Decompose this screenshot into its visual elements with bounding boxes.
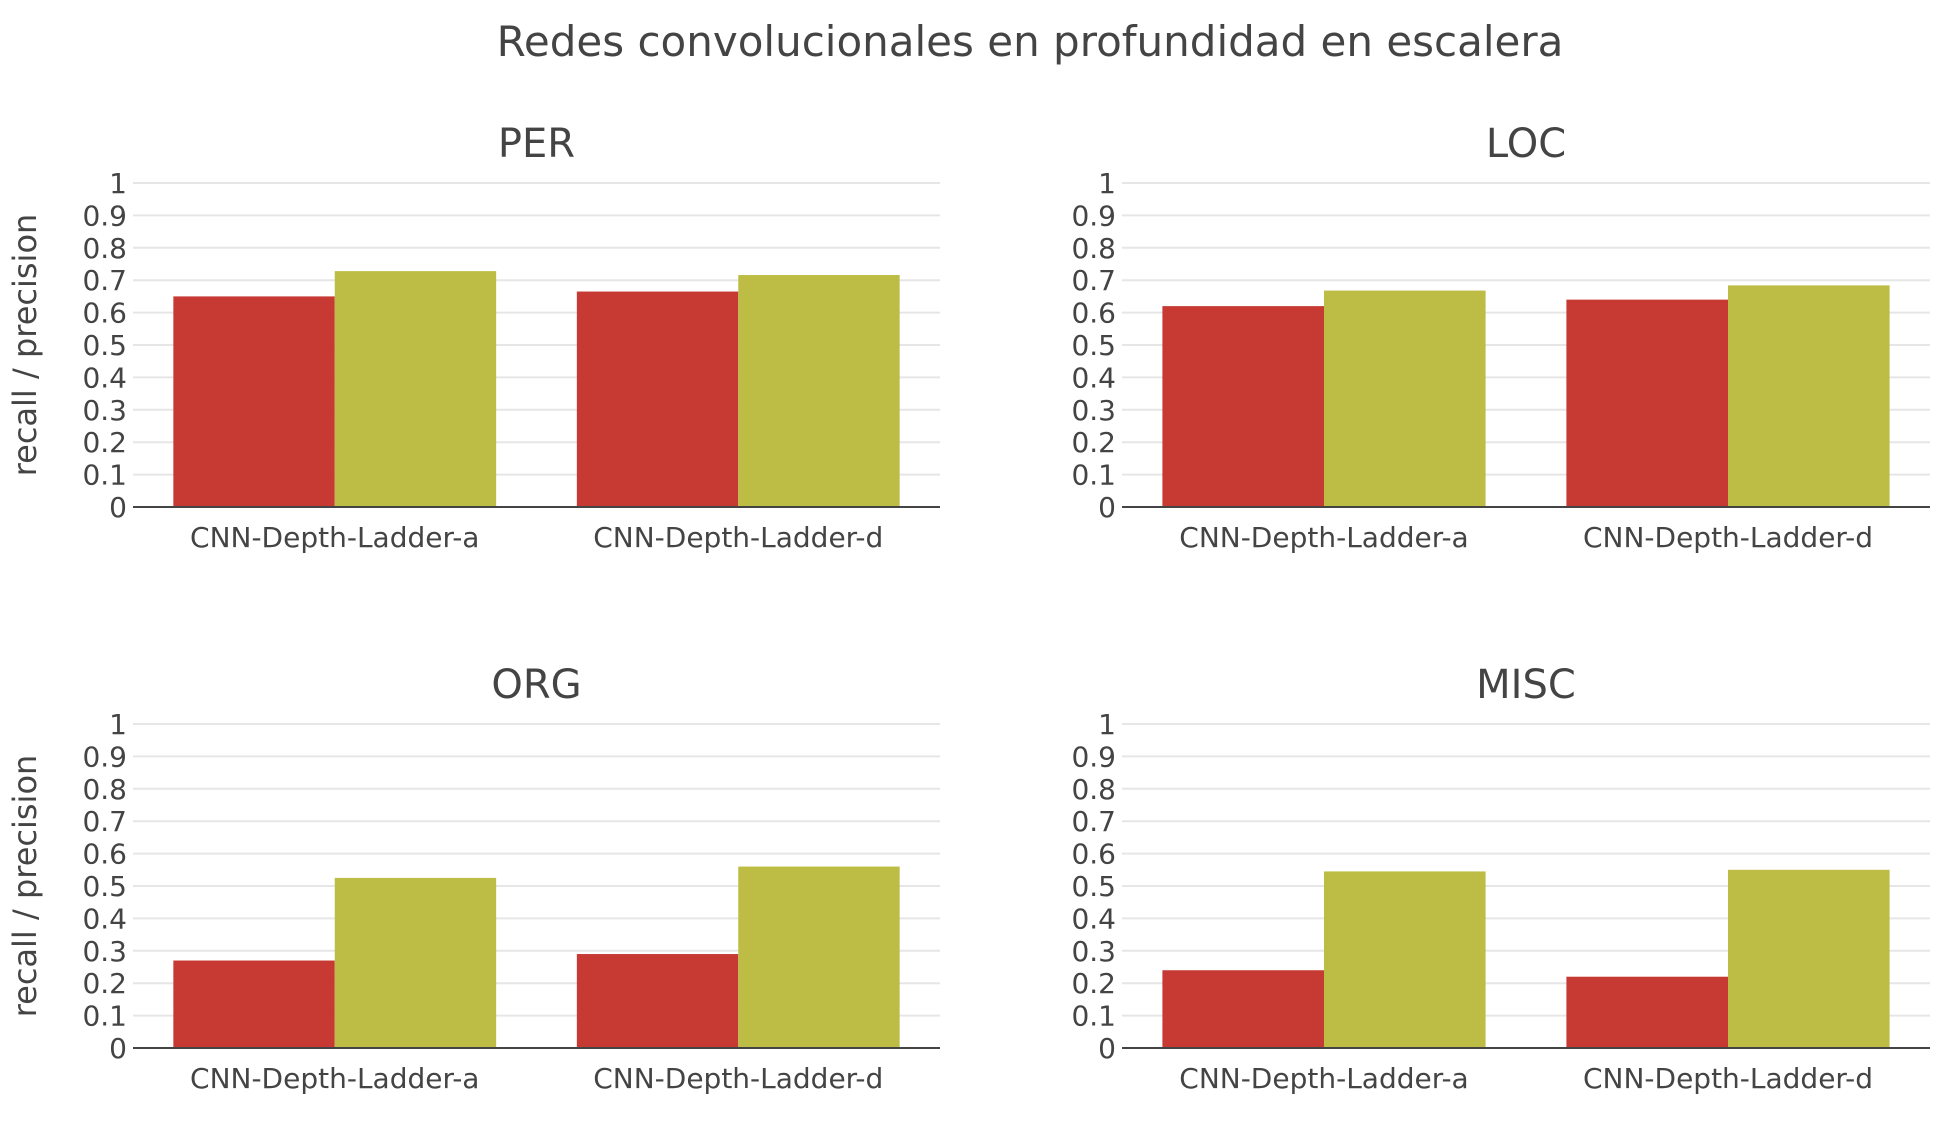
y-tick-label: 0.1 <box>1071 1000 1116 1033</box>
y-tick-label: 0.1 <box>82 459 127 492</box>
y-tick-label: 0.7 <box>82 805 127 838</box>
y-tick-label: 0.6 <box>1071 297 1116 330</box>
panel-title: ORG <box>491 662 581 708</box>
y-axis-title: recall / precision <box>6 214 44 477</box>
y-tick-label: 0.9 <box>82 199 127 232</box>
bar-misc-ladder-a-series-1 <box>1162 970 1324 1048</box>
y-tick-label: 0.3 <box>82 394 127 427</box>
y-tick-label: 0.5 <box>82 870 127 903</box>
y-tick-label: 0 <box>109 1032 127 1065</box>
panel-per: 00.10.20.30.40.50.60.70.80.91 CNN-Depth-L… <box>6 121 940 554</box>
y-axis-title: recall / precision <box>6 755 44 1018</box>
bar-loc-ladder-d-series-2 <box>1728 285 1890 507</box>
y-tick-label: 0.5 <box>1071 870 1116 903</box>
x-category-label: CNN-Depth-Ladder-a <box>190 521 479 554</box>
y-tick-label: 0.8 <box>82 232 127 265</box>
chart-title: Redes convolucionales en profundidad en … <box>497 17 1564 66</box>
y-tick-label: 1 <box>1098 708 1116 741</box>
y-tick-label: 0.2 <box>82 967 127 1000</box>
y-tick-label: 0.2 <box>1071 967 1116 1000</box>
y-tick-label: 0.9 <box>1071 740 1116 773</box>
bar-org-ladder-d-series-1 <box>576 954 739 1048</box>
y-tick-label: 0.4 <box>82 902 127 935</box>
panel-title: MISC <box>1476 662 1576 708</box>
y-tick-label: 0.2 <box>1071 426 1116 459</box>
y-tick-label: 1 <box>109 167 127 200</box>
y-tick-label: 0 <box>1098 1032 1116 1065</box>
bar-per-ladder-d-series-1 <box>576 291 739 507</box>
bar-loc-ladder-a-series-1 <box>1162 306 1324 507</box>
panel-title: PER <box>498 121 575 167</box>
y-tick-label: 0.3 <box>1071 935 1116 968</box>
bar-per-ladder-a-series-2 <box>334 271 497 507</box>
x-category-label: CNN-Depth-Ladder-a <box>1179 521 1468 554</box>
y-tick-label: 0.5 <box>1071 329 1116 362</box>
x-category-label: CNN-Depth-Ladder-a <box>190 1062 479 1095</box>
y-tick-label: 0.3 <box>1071 394 1116 427</box>
y-tick-label: 0 <box>1098 491 1116 524</box>
y-tick-label: 0.9 <box>1071 199 1116 232</box>
x-category-label: CNN-Depth-Ladder-d <box>1583 521 1873 554</box>
bar-per-ladder-a-series-1 <box>173 296 335 507</box>
y-tick-label: 0.4 <box>1071 361 1116 394</box>
panel-loc: 00.10.20.30.40.50.60.70.80.91 CNN-Depth-L… <box>1071 121 1930 554</box>
y-tick-label: 0.6 <box>1071 838 1116 871</box>
y-tick-label: 1 <box>1098 167 1116 200</box>
bar-misc-ladder-d-series-1 <box>1566 976 1728 1048</box>
y-tick-label: 0.5 <box>82 329 127 362</box>
panel-org: 00.10.20.30.40.50.60.70.80.91 CNN-Depth-L… <box>6 662 940 1095</box>
y-tick-label: 0.4 <box>82 361 127 394</box>
x-category-label: CNN-Depth-Ladder-d <box>1583 1062 1873 1095</box>
y-tick-label: 0.4 <box>1071 902 1116 935</box>
y-tick-label: 0.3 <box>82 935 127 968</box>
y-tick-label: 1 <box>109 708 127 741</box>
panel-misc: 00.10.20.30.40.50.60.70.80.91 CNN-Depth-L… <box>1071 662 1930 1095</box>
y-tick-label: 0.6 <box>82 838 127 871</box>
x-category-label: CNN-Depth-Ladder-d <box>593 521 883 554</box>
bar-org-ladder-d-series-2 <box>738 866 900 1048</box>
y-tick-label: 0.7 <box>1071 264 1116 297</box>
y-tick-label: 0.6 <box>82 297 127 330</box>
bar-org-ladder-a-series-1 <box>173 960 335 1048</box>
y-tick-label: 0.1 <box>82 1000 127 1033</box>
y-tick-label: 0 <box>109 491 127 524</box>
x-category-label: CNN-Depth-Ladder-a <box>1179 1062 1468 1095</box>
x-category-label: CNN-Depth-Ladder-d <box>593 1062 883 1095</box>
y-tick-label: 0.7 <box>1071 805 1116 838</box>
y-tick-label: 0.7 <box>82 264 127 297</box>
bar-loc-ladder-d-series-1 <box>1566 299 1728 507</box>
y-tick-label: 0.8 <box>1071 773 1116 806</box>
panel-title: LOC <box>1486 121 1566 167</box>
y-tick-label: 0.8 <box>82 773 127 806</box>
y-tick-label: 0.8 <box>1071 232 1116 265</box>
bar-per-ladder-d-series-2 <box>738 275 900 507</box>
bar-misc-ladder-d-series-2 <box>1728 869 1890 1048</box>
y-tick-label: 0.1 <box>1071 459 1116 492</box>
y-tick-label: 0.9 <box>82 740 127 773</box>
bar-loc-ladder-a-series-2 <box>1324 290 1486 507</box>
bar-misc-ladder-a-series-2 <box>1324 871 1486 1048</box>
y-tick-label: 0.2 <box>82 426 127 459</box>
bar-org-ladder-a-series-2 <box>334 877 497 1048</box>
